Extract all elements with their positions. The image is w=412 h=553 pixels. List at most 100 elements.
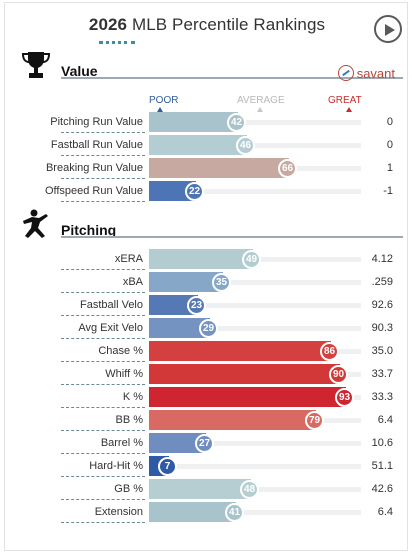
pitcher-icon xyxy=(23,209,48,238)
metric-row[interactable]: Breaking Run Value 66 1 xyxy=(5,157,409,180)
percentile-badge: 66 xyxy=(278,159,297,178)
row-divider xyxy=(61,155,145,156)
row-divider xyxy=(61,292,145,293)
metric-label: Chase % xyxy=(98,345,143,357)
metric-row[interactable]: Fastball Velo 23 92.6 xyxy=(5,294,409,317)
metric-row[interactable]: Fastball Run Value 46 0 xyxy=(5,134,409,157)
metric-value: 42.6 xyxy=(371,483,393,495)
section-title-pitching: Pitching xyxy=(61,222,117,238)
percentile-bar xyxy=(149,502,236,522)
metric-label: Offspeed Run Value xyxy=(44,185,143,197)
metric-value: 35.0 xyxy=(371,345,393,357)
percentile-bar xyxy=(149,249,253,269)
metric-value: 92.6 xyxy=(371,299,393,311)
percentile-badge: 93 xyxy=(335,388,354,407)
row-divider xyxy=(61,453,145,454)
page-title: 2026 MLB Percentile Rankings xyxy=(89,15,325,34)
percentile-track xyxy=(149,441,361,446)
row-divider xyxy=(61,476,145,477)
metric-label: Hard-Hit % xyxy=(89,460,143,472)
percentile-track xyxy=(149,303,361,308)
row-divider xyxy=(61,499,145,500)
percentile-track xyxy=(149,326,361,331)
metric-value: 90.3 xyxy=(371,322,393,334)
percentile-track xyxy=(149,120,361,125)
metric-value: 4.12 xyxy=(371,253,393,265)
percentile-badge: 41 xyxy=(225,503,244,522)
section-header-pitching: Pitching xyxy=(19,208,403,238)
row-divider xyxy=(61,178,145,179)
metric-label: Pitching Run Value xyxy=(50,116,143,128)
percentile-bar xyxy=(149,181,196,201)
metric-label: Extension xyxy=(94,506,143,518)
card-header: 2026 MLB Percentile Rankings xyxy=(5,15,409,35)
section-header-value: Value savant xyxy=(19,49,403,81)
percentile-track xyxy=(149,510,361,515)
metric-row[interactable]: xBA 35 .259 xyxy=(5,271,409,294)
percentile-bar xyxy=(149,135,247,155)
row-divider xyxy=(61,384,145,385)
metric-value: 6.4 xyxy=(377,506,393,518)
poor-marker-icon xyxy=(157,107,163,112)
metric-label: BB % xyxy=(115,414,143,426)
percentile-track xyxy=(149,143,361,148)
percentile-badge: 79 xyxy=(305,411,324,430)
metric-row[interactable]: Whiff % 90 33.7 xyxy=(5,363,409,386)
metric-row[interactable]: GB % 48 42.6 xyxy=(5,478,409,501)
metric-label: Breaking Run Value xyxy=(45,162,143,174)
percentile-badge: 48 xyxy=(240,480,259,499)
percentile-badge: 42 xyxy=(227,113,246,132)
play-button[interactable] xyxy=(374,15,402,43)
metric-row[interactable]: Offspeed Run Value 22 -1 xyxy=(5,180,409,203)
percentile-badge: 29 xyxy=(199,319,218,338)
metric-value: 51.1 xyxy=(371,460,393,472)
metric-row[interactable]: Chase % 86 35.0 xyxy=(5,340,409,363)
scale-great-label: GREAT xyxy=(328,95,362,106)
metric-row[interactable]: xERA 49 4.12 xyxy=(5,248,409,271)
scale-average-label: AVERAGE xyxy=(237,95,285,106)
percentile-bar xyxy=(149,341,331,361)
metric-row[interactable]: Pitching Run Value 42 0 xyxy=(5,111,409,134)
row-divider xyxy=(61,338,145,339)
metric-label: GB % xyxy=(114,483,143,495)
savant-label: savant xyxy=(356,66,395,81)
percentile-badge: 27 xyxy=(195,434,214,453)
row-divider xyxy=(61,132,145,133)
metric-value: .259 xyxy=(371,276,393,288)
savant-link[interactable]: savant xyxy=(337,65,395,81)
percentile-bar xyxy=(149,410,316,430)
percentile-badge: 23 xyxy=(187,296,206,315)
row-divider xyxy=(61,522,145,523)
percentile-bar xyxy=(149,272,223,292)
percentile-badge: 49 xyxy=(242,250,261,269)
metric-label: Barrel % xyxy=(100,437,143,449)
percentile-badge: 35 xyxy=(212,273,231,292)
metric-row[interactable]: K % 93 33.3 xyxy=(5,386,409,409)
percentile-badge: 7 xyxy=(158,457,177,476)
metric-row[interactable]: Barrel % 27 10.6 xyxy=(5,432,409,455)
metric-row[interactable]: Avg Exit Velo 29 90.3 xyxy=(5,317,409,340)
percentile-badge: 46 xyxy=(236,136,255,155)
row-divider xyxy=(61,269,145,270)
percentile-track xyxy=(149,464,361,469)
percentile-bar xyxy=(149,387,346,407)
percentile-bar xyxy=(149,112,238,132)
metric-row[interactable]: Extension 41 6.4 xyxy=(5,501,409,524)
metric-label: Fastball Run Value xyxy=(50,139,143,151)
trophy-icon xyxy=(21,52,51,78)
percentile-track xyxy=(149,189,361,194)
metric-row[interactable]: BB % 79 6.4 xyxy=(5,409,409,432)
title-text: MLB Percentile Rankings xyxy=(131,15,326,34)
percentile-badge: 22 xyxy=(185,182,204,201)
metric-value: 33.3 xyxy=(371,391,393,403)
great-marker-icon xyxy=(346,107,352,112)
percentile-track xyxy=(149,280,361,285)
metric-label: K % xyxy=(122,391,143,403)
section-title-value: Value xyxy=(61,63,98,79)
play-icon xyxy=(385,24,395,36)
row-divider xyxy=(61,407,145,408)
metric-row[interactable]: Hard-Hit % 7 51.1 xyxy=(5,455,409,478)
percentile-badge: 90 xyxy=(329,365,348,384)
metric-label: Avg Exit Velo xyxy=(78,322,143,334)
average-marker-icon xyxy=(257,107,263,112)
